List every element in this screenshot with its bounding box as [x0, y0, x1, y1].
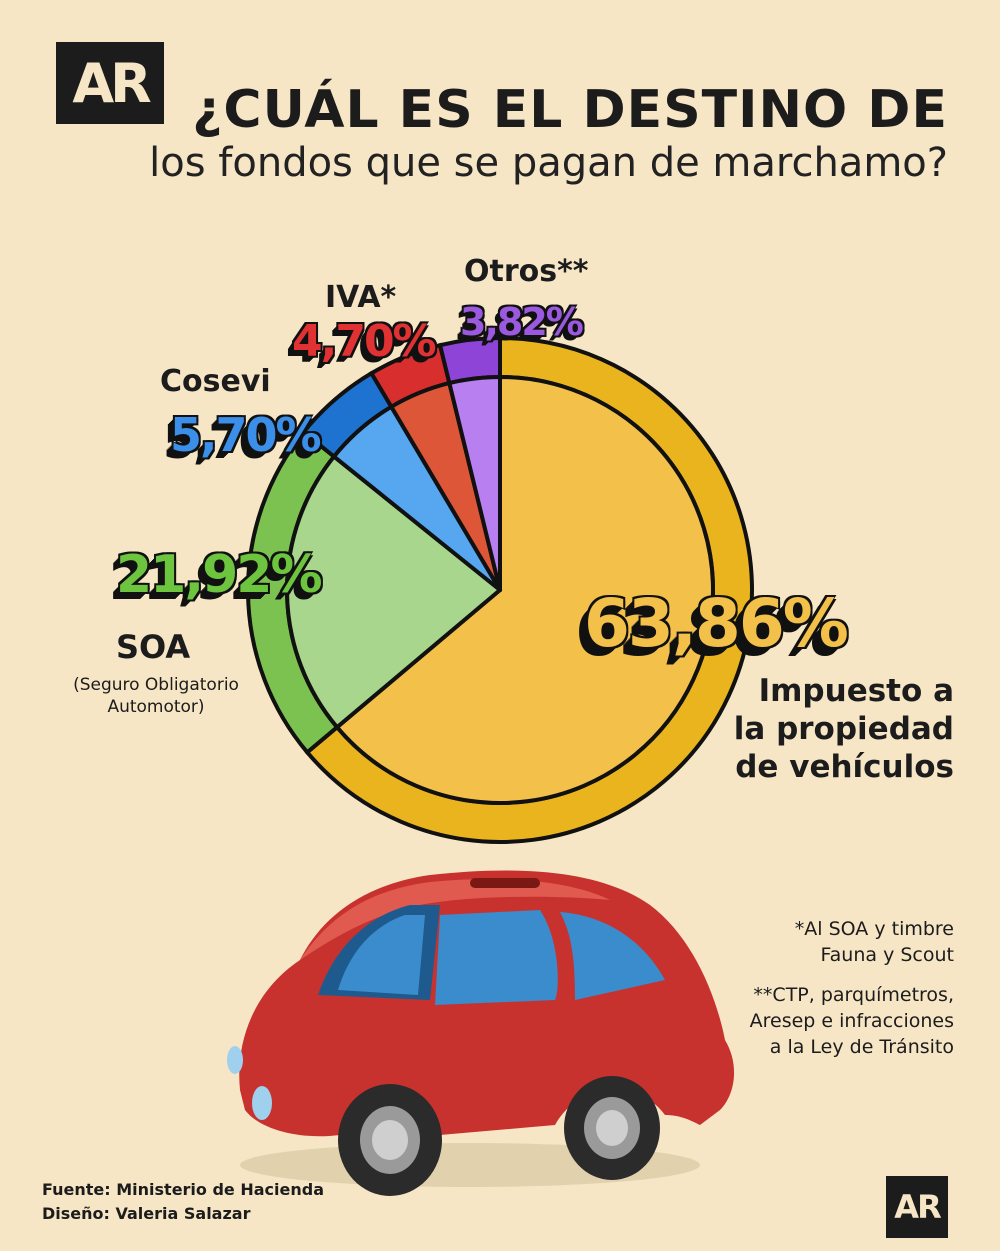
design-text: Diseño: Valeria Salazar — [42, 1204, 251, 1223]
label-soa: SOA — [116, 628, 191, 666]
car-illustration — [227, 870, 735, 1196]
logo-bottom: AR — [886, 1176, 948, 1238]
label-iva: IVA* — [325, 280, 397, 315]
label-soa-sub: (Seguro Obligatorio Automotor) — [73, 675, 239, 717]
pct-label-4: 3,82% — [460, 300, 584, 344]
label-otros: Otros** — [464, 254, 589, 289]
pct-label-0: 63,86% — [584, 585, 849, 662]
title-line-1: ¿CUÁL ES EL DESTINO DE — [192, 80, 948, 140]
source-text: Fuente: Ministerio de Hacienda — [42, 1180, 324, 1199]
label-impuesto: Impuesto a la propiedad de vehículos — [733, 673, 954, 785]
title-line-2: los fondos que se pagan de marchamo? — [149, 140, 948, 186]
logo: AR — [56, 42, 164, 124]
footnote-2: **CTP, parquímetros, Aresep e infraccion… — [749, 984, 954, 1058]
pct-label-1: 21,92% — [116, 545, 323, 605]
pie-slice-4 — [447, 375, 502, 592]
footnote-1: *Al SOA y timbre Fauna y Scout — [794, 918, 954, 966]
pct-label-3: 4,70% — [292, 316, 437, 367]
pie-slice-0 — [335, 375, 715, 805]
label-cosevi: Cosevi — [160, 364, 271, 399]
credits: Fuente: Ministerio de Hacienda Diseño: V… — [42, 1178, 324, 1226]
pct-label-2: 5,70% — [170, 408, 322, 462]
pie-slice-1 — [285, 454, 502, 730]
